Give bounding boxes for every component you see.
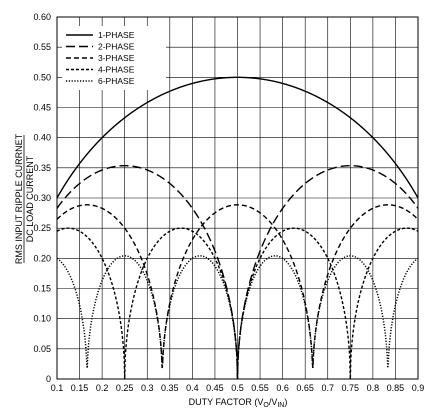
y-tick-label: 0.15 bbox=[33, 284, 51, 294]
x-axis-title: DUTY FACTOR (VO/VIN) bbox=[189, 397, 288, 409]
legend-label: 3-PHASE bbox=[98, 53, 135, 63]
y-tick-labels: 0 0.05 0.10 0.15 0.20 0.25 0.30 0.35 0.40 0.45 0.5… bbox=[33, 12, 51, 384]
y-tick-label: 0.05 bbox=[33, 344, 51, 354]
series-1-phase bbox=[56, 76, 419, 199]
x-tick-label: 0.55 bbox=[251, 383, 269, 393]
y-tick-label: 0.55 bbox=[33, 42, 51, 52]
x-axis-title-sub-in: IN bbox=[277, 402, 284, 409]
x-tick-label: 0.6 bbox=[276, 383, 289, 393]
x-tick-label: 0.8 bbox=[367, 383, 380, 393]
y-tick-label: 0.20 bbox=[33, 253, 51, 263]
x-tick-label: 0.85 bbox=[387, 383, 405, 393]
x-axis-title-end: ) bbox=[284, 397, 287, 407]
x-tick-label: 0.4 bbox=[186, 383, 199, 393]
x-axis-title-sub-o: O bbox=[263, 402, 269, 409]
x-tick-label: 0.35 bbox=[161, 383, 179, 393]
y-tick-label: 0.10 bbox=[33, 314, 51, 324]
legend-label: 2-PHASE bbox=[98, 42, 135, 52]
x-tick-label: 0.5 bbox=[231, 383, 244, 393]
y-axis-title-bottom: DC LOAD CURRENT bbox=[25, 155, 35, 242]
y-tick-label: 0.35 bbox=[33, 163, 51, 173]
series-line bbox=[56, 76, 419, 199]
x-tick-label: 0.45 bbox=[206, 383, 224, 393]
y-tick-label: 0.25 bbox=[33, 223, 51, 233]
x-axis-title-main: DUTY FACTOR (V bbox=[189, 397, 264, 407]
x-tick-label: 0.25 bbox=[116, 383, 134, 393]
y-tick-label: 0.45 bbox=[33, 103, 51, 113]
x-tick-label: 0.1 bbox=[51, 383, 64, 393]
x-tick-label: 0.65 bbox=[296, 383, 314, 393]
y-tick-label: 0.60 bbox=[33, 12, 51, 22]
plot-frame bbox=[56, 16, 419, 380]
legend-label: 6-PHASE bbox=[98, 76, 135, 86]
x-tick-labels: 0.1 0.15 0.2 0.25 0.3 0.35 0.4 0.45 0.5 0.55 0.6 0.… bbox=[51, 383, 425, 393]
y-axis-title-top: RMS INPUT RIPPLE CURRNET bbox=[14, 133, 24, 264]
legend-label: 4-PHASE bbox=[98, 65, 135, 75]
series-line bbox=[56, 204, 419, 369]
legend-background bbox=[62, 26, 166, 90]
y-tick-label: 0.50 bbox=[33, 72, 51, 82]
y-tick-label: 0 bbox=[46, 374, 51, 384]
x-tick-label: 0.2 bbox=[96, 383, 109, 393]
x-tick-label: 0.7 bbox=[321, 383, 334, 393]
x-tick-label: 0.75 bbox=[342, 383, 360, 393]
x-tick-label: 0.3 bbox=[141, 383, 154, 393]
legend-label: 1-PHASE bbox=[98, 30, 135, 40]
y-tick-label: 0.40 bbox=[33, 133, 51, 143]
x-axis-title-mid: /V bbox=[269, 397, 278, 407]
y-tick-label: 0.30 bbox=[33, 193, 51, 203]
x-tick-label: 0.15 bbox=[71, 383, 89, 393]
x-tick-label: 0.9 bbox=[412, 383, 425, 393]
series-3-phase bbox=[56, 204, 419, 369]
